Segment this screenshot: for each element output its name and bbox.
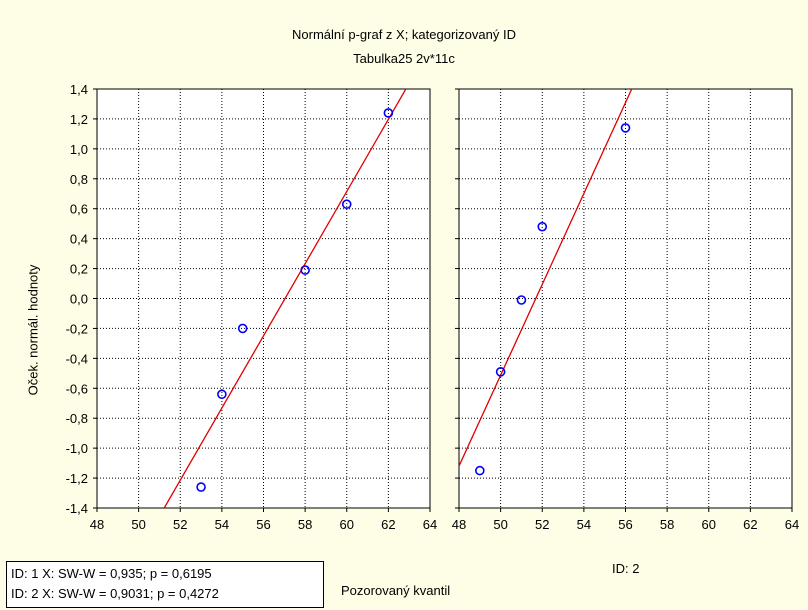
panel-2: 48 50 52 54 56 58 60 62 64	[452, 88, 799, 532]
data-point	[300, 265, 310, 275]
x-tick-label: 62	[381, 517, 395, 532]
x-tick-label: 54	[215, 517, 229, 532]
plot-frame	[96, 88, 431, 509]
y-tick-label: 0,8	[70, 172, 88, 187]
x-tick-label: 60	[702, 517, 716, 532]
x-tick-label: 48	[452, 517, 466, 532]
y-tick-label: 1,0	[70, 142, 88, 157]
y-tick-label: -1,2	[66, 471, 88, 486]
data-point	[383, 108, 394, 118]
data-point	[620, 123, 631, 133]
x-tick-label: 64	[423, 517, 437, 532]
x-tick-label: 50	[493, 517, 507, 532]
data-point	[237, 323, 248, 334]
data-point	[475, 465, 485, 476]
x-tick-label: 50	[131, 517, 145, 532]
y-tick-label: -0,8	[66, 411, 88, 426]
y-tick-label: 0,0	[70, 292, 88, 307]
x-tick-label: 54	[577, 517, 591, 532]
chart-subtitle: Tabulka25 2v*11c	[353, 51, 455, 66]
x-tick-label: 62	[743, 517, 757, 532]
chart-title: Normální p-graf z X; kategorizovaný ID	[292, 27, 516, 42]
x-tick-label: 52	[173, 517, 187, 532]
panel2-label: ID: 2	[612, 561, 640, 576]
x-tick-label: 60	[340, 517, 354, 532]
y-tick-label: 1,4	[70, 82, 88, 97]
y-tick-label: -0,4	[66, 351, 88, 366]
plot-background	[459, 89, 792, 508]
y-tick-label: 0,2	[70, 262, 88, 277]
data-point	[495, 367, 506, 377]
x-tick-label: 56	[256, 517, 270, 532]
data-point	[537, 221, 548, 232]
stats-line-id2: ID: 2 X: SW-W = 0,9031; p = 0,4272	[11, 586, 219, 601]
y-tick-label: -1,4	[66, 501, 88, 516]
stats-legend-box: ID: 1 X: SW-W = 0,935; p = 0,6195 ID: 2 …	[6, 561, 324, 608]
fit-line	[459, 89, 633, 467]
stats-line-id1: ID: 1 X: SW-W = 0,935; p = 0,6195	[11, 566, 212, 581]
y-tick-label: -0,2	[66, 321, 88, 336]
panel-1: 48 50 52 54 56 58 60 62 64 -1,4 -1,2 -1,0 -0,8 -0,6 -0…	[66, 82, 438, 532]
y-tick-label: 0,4	[70, 232, 88, 247]
y-tick-label: 1,2	[70, 112, 88, 127]
x-axis-label: Pozorovaný kvantil	[341, 583, 451, 598]
y-tick-label: -1,0	[66, 441, 88, 456]
x-tick-label: 48	[90, 517, 104, 532]
data-point	[196, 482, 206, 492]
x-tick-label: 64	[785, 517, 799, 532]
y-tick-label: 0,6	[70, 202, 88, 217]
data-point	[217, 389, 227, 400]
y-tick-label: -0,6	[66, 381, 88, 396]
x-tick-label: 58	[660, 517, 674, 532]
data-point	[341, 199, 352, 210]
fit-line	[163, 89, 407, 508]
plot-frame	[458, 88, 793, 509]
plot-background	[97, 89, 430, 508]
x-tick-label: 56	[618, 517, 632, 532]
x-tick-label: 52	[535, 517, 549, 532]
data-point	[516, 295, 527, 305]
y-axis-label: Oček. normál. hodnoty	[25, 264, 41, 396]
x-tick-label: 58	[298, 517, 312, 532]
